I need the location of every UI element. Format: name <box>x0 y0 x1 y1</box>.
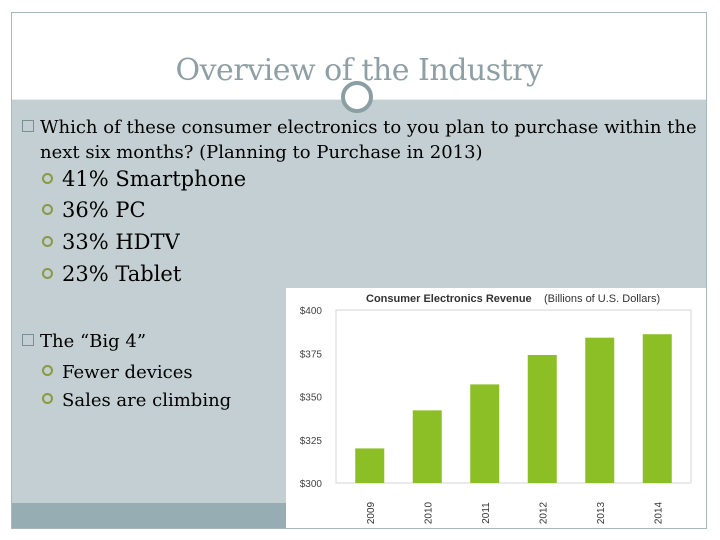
revenue-chart: Consumer Electronics Revenue (Billions o… <box>286 288 706 528</box>
bar-2011 <box>470 384 500 483</box>
stat-item: 36% PC <box>42 198 146 222</box>
bar-2013 <box>585 337 615 483</box>
chart-title: Consumer Electronics Revenue <box>366 293 532 305</box>
stat-item: 41% Smartphone <box>42 167 246 191</box>
x-tick-label: 2011 <box>481 502 492 524</box>
y-tick-label: $350 <box>300 393 323 404</box>
bar-2010 <box>412 410 442 483</box>
square-bullet-icon <box>22 334 34 346</box>
bar-2009 <box>355 448 385 483</box>
question-line-2: next six months? (Planning to Purchase i… <box>40 142 483 163</box>
big4-item: Sales are climbing <box>42 390 231 411</box>
ring-bullet-icon <box>42 173 53 184</box>
x-tick-label: 2013 <box>596 501 607 524</box>
bar-2012 <box>527 354 557 483</box>
ring-bullet-icon <box>42 365 53 376</box>
big4-bullet: The “Big 4” <box>22 331 146 352</box>
chart-subtitle: (Billions of U.S. Dollars) <box>544 293 660 305</box>
ring-bullet-icon <box>42 236 53 247</box>
square-bullet-icon <box>22 120 34 132</box>
y-tick-label: $325 <box>300 436 323 447</box>
y-tick-label: $300 <box>300 479 323 490</box>
y-tick-label: $400 <box>300 306 323 317</box>
divider-circle-ornament <box>341 81 373 113</box>
x-tick-label: 2010 <box>423 501 434 524</box>
ring-bullet-icon <box>42 393 53 404</box>
bar-2014 <box>642 334 672 483</box>
question-line-1: Which of these consumer electronics to y… <box>40 117 697 138</box>
ring-bullet-icon <box>42 204 53 215</box>
big4-item: Fewer devices <box>42 362 193 383</box>
x-tick-label: 2014 <box>653 501 664 524</box>
stat-item: 33% HDTV <box>42 230 180 254</box>
y-tick-label: $375 <box>300 349 323 360</box>
revenue-chart-svg: Consumer Electronics Revenue (Billions o… <box>300 293 692 524</box>
x-tick-label: 2009 <box>366 501 377 524</box>
stat-item: 23% Tablet <box>42 262 181 286</box>
ring-bullet-icon <box>42 268 53 279</box>
question-bullet: Which of these consumer electronics to y… <box>22 115 702 165</box>
plot-area <box>335 309 692 484</box>
x-tick-label: 2012 <box>538 501 549 524</box>
